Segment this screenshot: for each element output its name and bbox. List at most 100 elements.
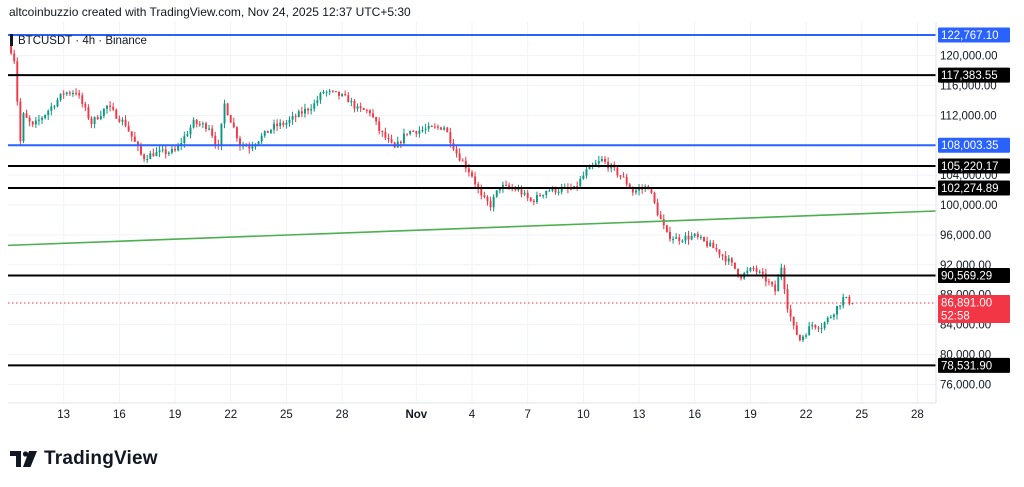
candle-body (124, 119, 127, 127)
candle-body (455, 149, 458, 154)
candle-body (712, 242, 715, 249)
candle-body (604, 158, 606, 162)
candle-body (260, 135, 263, 142)
candle-body (297, 111, 300, 118)
candle-body (65, 92, 68, 95)
candle-body (820, 328, 823, 330)
candle-body (177, 144, 180, 151)
candle-body (294, 116, 297, 118)
candle-body (300, 111, 303, 114)
candle-body (319, 93, 322, 101)
y-tick-label: 120,000.00 (940, 51, 998, 63)
x-tick-label: 13 (633, 409, 646, 421)
candle-body (764, 273, 767, 282)
candle-body (638, 188, 640, 191)
candle-body (619, 175, 622, 177)
tradingview-logo[interactable]: TradingView (10, 448, 158, 470)
chart-credit: altcoinbuzzio created with TradingView.c… (9, 5, 411, 19)
candle-body (634, 190, 637, 193)
candle-body (848, 296, 851, 304)
x-tick-label: 25 (280, 409, 293, 421)
candle-body (50, 106, 53, 111)
candle-body (22, 113, 25, 142)
candle-body (415, 131, 418, 134)
candle-body (678, 237, 681, 241)
candle-body (798, 334, 801, 341)
candle-body (362, 108, 365, 110)
candle-body (699, 236, 702, 238)
candle-body (316, 100, 319, 104)
candle-body (433, 126, 436, 128)
candle-body (121, 119, 124, 122)
candle-body (789, 309, 792, 317)
candle-body (390, 139, 393, 143)
candle-body (492, 196, 495, 208)
candle-body (143, 154, 146, 160)
candle-body (737, 268, 739, 276)
level-price-badge (938, 137, 1010, 153)
candle-body (152, 153, 155, 157)
level-price-label: 122,767.10 (941, 30, 999, 42)
candle-body (28, 117, 31, 122)
candle-body (235, 127, 238, 139)
x-tick-label: 16 (113, 409, 126, 421)
candle-body (687, 235, 690, 240)
candle-body (266, 130, 269, 133)
candle-body (501, 184, 504, 189)
candle-body (211, 128, 214, 136)
candle-body (517, 188, 520, 191)
candle-body (777, 277, 780, 292)
candle-body (273, 123, 275, 130)
candle-body (656, 202, 659, 215)
candle-body (59, 93, 62, 100)
candle-body (102, 108, 105, 116)
candle-body (721, 254, 724, 256)
level-price-label: 108,003.35 (941, 140, 999, 152)
candle-body (808, 326, 811, 336)
x-tick-label: 13 (57, 409, 70, 421)
candle-body (269, 129, 272, 133)
candle-body (106, 105, 108, 109)
candle-body (514, 188, 517, 191)
level-price-label: 102,274.89 (941, 183, 999, 195)
candle-body (539, 195, 542, 197)
candle-body (322, 91, 325, 94)
candle-body (378, 121, 381, 131)
candle-body (161, 149, 164, 151)
candle-body (675, 237, 678, 239)
candle-body (421, 129, 424, 131)
price-chart[interactable]: 120,000.00116,000.00112,000.00104,000.00… (0, 0, 1024, 440)
candle-body (334, 91, 337, 93)
x-tick-label: 4 (469, 409, 476, 421)
candle-body (350, 100, 353, 103)
y-tick-label: 96,000.00 (940, 230, 991, 242)
candle-body (158, 150, 161, 152)
candle-body (628, 184, 631, 189)
last-price-badge (938, 294, 1010, 323)
candle-body (313, 103, 316, 109)
candle-body (25, 113, 28, 118)
candle-body (585, 169, 588, 176)
candle-body (359, 106, 362, 109)
candle-body (560, 187, 563, 192)
candle-body (356, 106, 359, 109)
candle-body (752, 267, 755, 269)
x-tick-label: 16 (688, 409, 701, 421)
candle-body (201, 123, 204, 125)
candle-body (650, 189, 653, 193)
level-price-badge (938, 27, 1010, 43)
candle-body (406, 133, 408, 135)
candle-body (127, 126, 130, 132)
candle-body (665, 225, 668, 232)
candle-body (811, 324, 814, 327)
candle-body (41, 117, 43, 120)
candle-body (594, 163, 597, 166)
candle-body (19, 101, 22, 142)
candle-body (304, 108, 306, 114)
candle-body (554, 187, 557, 193)
candle-body (192, 119, 195, 128)
candle-body (771, 282, 774, 285)
trendline (7, 210, 937, 247)
candle-body (783, 267, 786, 290)
candle-body (288, 119, 291, 123)
